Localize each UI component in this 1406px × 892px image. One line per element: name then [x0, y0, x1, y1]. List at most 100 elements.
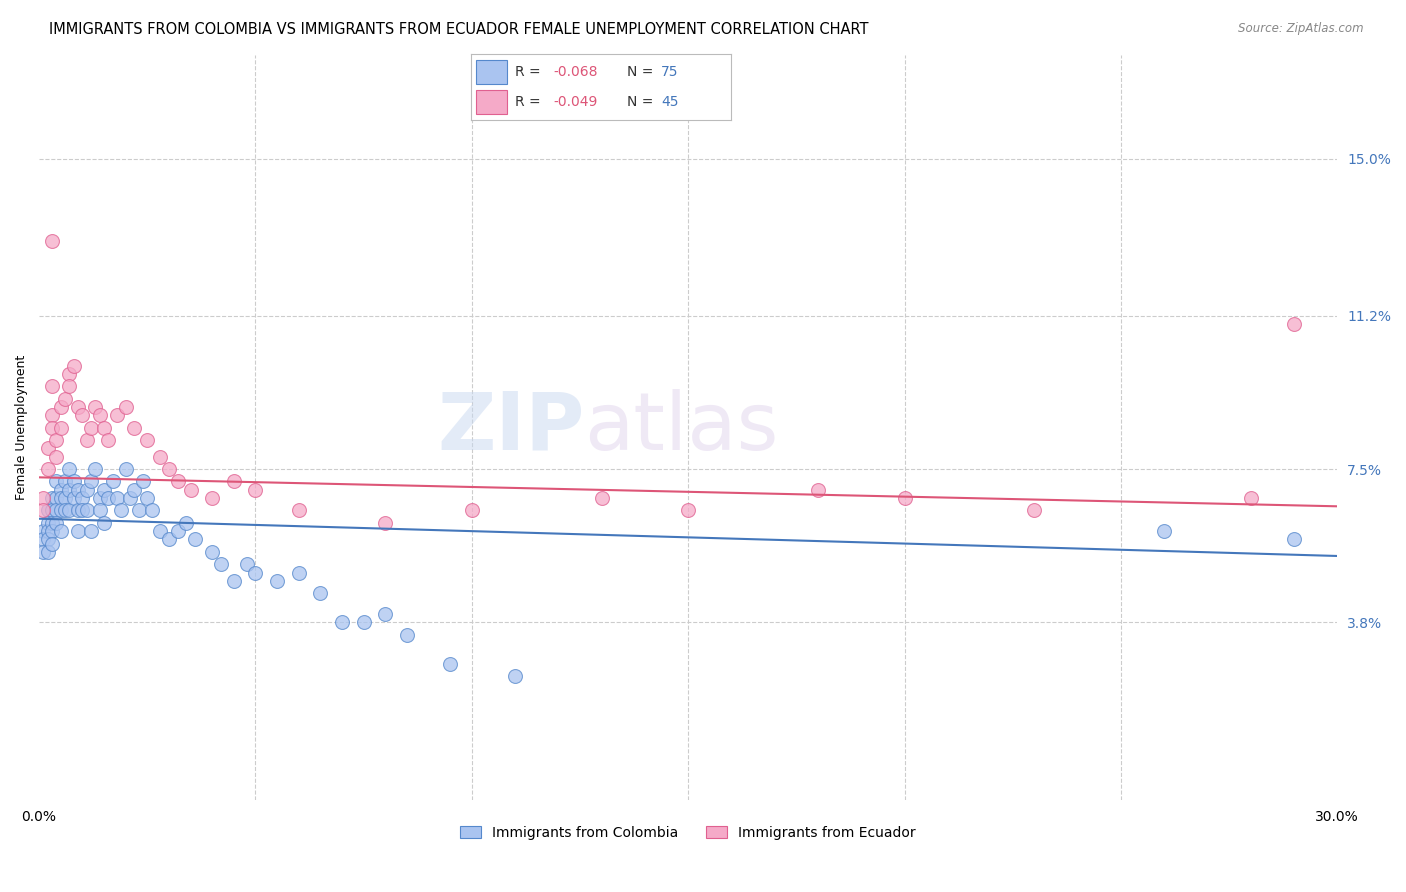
Point [76, 433, 98, 447]
Point [37, 462, 59, 476]
FancyBboxPatch shape [477, 90, 508, 114]
Point [676, 503, 699, 517]
Point [49, 483, 72, 497]
Text: 45: 45 [661, 95, 678, 109]
Point [287, 566, 309, 580]
Point [180, 483, 202, 497]
Point [157, 462, 180, 476]
Point [1282, 317, 1305, 331]
Point [141, 503, 163, 517]
Point [101, 475, 124, 489]
Point [97, 433, 120, 447]
Point [58, 462, 80, 476]
Point [62, 475, 84, 489]
Point [157, 533, 180, 547]
Point [105, 409, 128, 423]
Point [49, 400, 72, 414]
Point [89, 409, 111, 423]
Text: ZIP: ZIP [437, 389, 585, 467]
Point [37, 503, 59, 517]
Point [32, 545, 55, 559]
Point [395, 627, 418, 641]
Point [266, 574, 288, 588]
Point [118, 491, 141, 505]
Point [461, 503, 484, 517]
Point [110, 503, 132, 517]
Text: N =: N = [627, 65, 658, 78]
Point [93, 483, 115, 497]
Point [89, 491, 111, 505]
Point [1153, 524, 1175, 538]
Point [114, 462, 136, 476]
Point [84, 400, 107, 414]
Point [37, 524, 59, 538]
Point [166, 524, 188, 538]
Point [41, 503, 63, 517]
Point [41, 516, 63, 530]
Point [53, 503, 76, 517]
Point [41, 536, 63, 550]
Point [41, 409, 63, 423]
Point [58, 379, 80, 393]
Point [76, 503, 98, 517]
Point [84, 462, 107, 476]
Point [67, 503, 90, 517]
Point [209, 558, 232, 572]
Point [201, 491, 224, 505]
Point [41, 379, 63, 393]
Point [72, 409, 94, 423]
Point [49, 420, 72, 434]
Point [245, 483, 267, 497]
Legend: Immigrants from Colombia, Immigrants from Ecuador: Immigrants from Colombia, Immigrants fro… [456, 821, 921, 846]
Point [72, 491, 94, 505]
Point [49, 503, 72, 517]
Text: 75: 75 [661, 65, 678, 78]
Point [45, 491, 67, 505]
Point [80, 475, 103, 489]
Point [97, 491, 120, 505]
Point [184, 533, 207, 547]
Point [41, 420, 63, 434]
Point [58, 503, 80, 517]
Point [45, 475, 67, 489]
Point [62, 359, 84, 373]
Point [149, 450, 172, 464]
Point [287, 503, 309, 517]
Point [37, 545, 59, 559]
Point [80, 524, 103, 538]
Point [45, 450, 67, 464]
Point [166, 475, 188, 489]
Point [374, 516, 396, 530]
Point [439, 657, 461, 671]
Point [245, 566, 267, 580]
Point [136, 491, 159, 505]
Point [41, 235, 63, 249]
Point [591, 491, 613, 505]
Point [53, 475, 76, 489]
Point [93, 420, 115, 434]
Point [49, 524, 72, 538]
Point [41, 524, 63, 538]
Point [37, 442, 59, 456]
Point [353, 615, 375, 630]
Text: -0.068: -0.068 [553, 65, 598, 78]
Point [1240, 491, 1263, 505]
Point [45, 503, 67, 517]
Point [72, 503, 94, 517]
Point [37, 516, 59, 530]
Point [32, 533, 55, 547]
Point [222, 475, 245, 489]
Point [32, 524, 55, 538]
Text: R =: R = [515, 95, 546, 109]
Y-axis label: Female Unemployment: Female Unemployment [15, 355, 28, 500]
Point [149, 524, 172, 538]
Point [503, 669, 526, 683]
Point [53, 491, 76, 505]
Point [105, 491, 128, 505]
Point [76, 483, 98, 497]
Point [1024, 503, 1046, 517]
Point [80, 420, 103, 434]
Point [236, 558, 259, 572]
Text: IMMIGRANTS FROM COLOMBIA VS IMMIGRANTS FROM ECUADOR FEMALE UNEMPLOYMENT CORRELAT: IMMIGRANTS FROM COLOMBIA VS IMMIGRANTS F… [49, 22, 869, 37]
Point [807, 483, 830, 497]
